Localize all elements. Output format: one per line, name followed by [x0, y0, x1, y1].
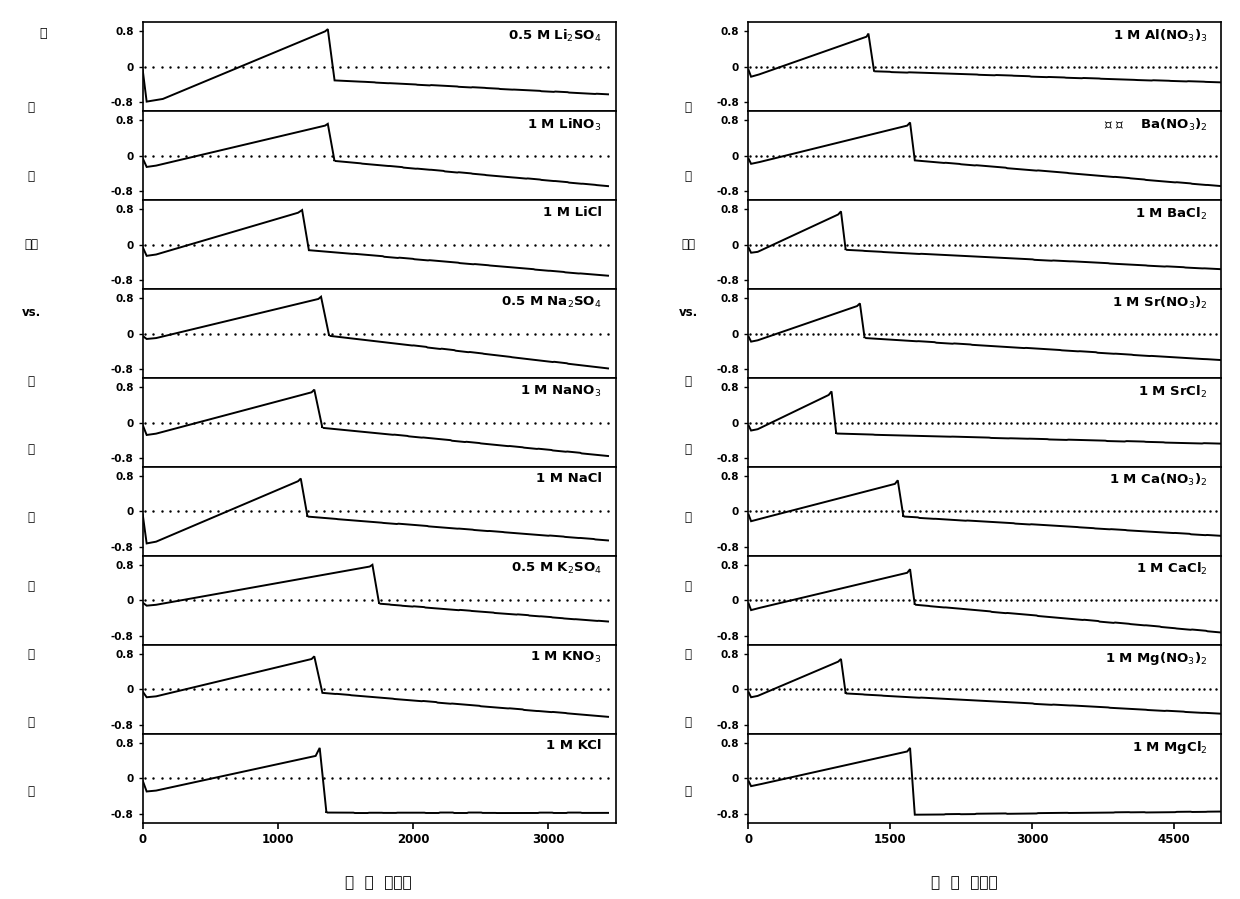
Text: （伏: （伏 — [681, 238, 696, 251]
Text: vs.: vs. — [678, 307, 698, 319]
Text: 1 M Ca(NO$_3$)$_2$: 1 M Ca(NO$_3$)$_2$ — [1109, 472, 1208, 488]
Text: 甘: 甘 — [684, 512, 692, 524]
Text: 时  间  （秒）: 时 间 （秒） — [931, 876, 998, 890]
Text: vs.: vs. — [21, 307, 41, 319]
Text: 电: 电 — [684, 102, 692, 114]
Text: 1 M NaNO$_3$: 1 M NaNO$_3$ — [521, 383, 601, 398]
Text: 1 M KNO$_3$: 1 M KNO$_3$ — [529, 650, 601, 665]
Text: 极: 极 — [684, 717, 692, 729]
Text: 压: 压 — [684, 170, 692, 182]
Text: 0.5 M Na$_2$SO$_4$: 0.5 M Na$_2$SO$_4$ — [501, 295, 601, 309]
Text: 电: 电 — [27, 102, 35, 114]
Text: 和: 和 — [684, 443, 692, 456]
Text: 饱: 饱 — [27, 375, 35, 387]
Text: 压: 压 — [27, 170, 35, 182]
Text: ）: ） — [684, 785, 692, 797]
Text: ）: ） — [27, 785, 35, 797]
Text: ）: ） — [40, 27, 47, 40]
Text: 1 M Sr(NO$_3$)$_2$: 1 M Sr(NO$_3$)$_2$ — [1111, 295, 1208, 311]
Text: 汞: 汞 — [27, 580, 35, 592]
Text: 1 M BaCl$_2$: 1 M BaCl$_2$ — [1136, 206, 1208, 222]
Text: 1 M SrCl$_2$: 1 M SrCl$_2$ — [1138, 383, 1208, 399]
Text: （伏: （伏 — [24, 238, 38, 251]
Text: 电: 电 — [27, 648, 35, 661]
Text: 1 M LiNO$_3$: 1 M LiNO$_3$ — [527, 117, 601, 133]
Text: 1 M CaCl$_2$: 1 M CaCl$_2$ — [1136, 561, 1208, 577]
Text: 1 M LiCl: 1 M LiCl — [543, 206, 601, 218]
Text: 1 M MgCl$_2$: 1 M MgCl$_2$ — [1132, 739, 1208, 756]
Text: 时  间  （秒）: 时 间 （秒） — [345, 876, 412, 890]
Text: 0.5 M K$_2$SO$_4$: 0.5 M K$_2$SO$_4$ — [511, 561, 601, 576]
Text: 1 M Mg(NO$_3$)$_2$: 1 M Mg(NO$_3$)$_2$ — [1105, 650, 1208, 667]
Text: 电: 电 — [684, 648, 692, 661]
Text: 1 M NaCl: 1 M NaCl — [536, 472, 601, 485]
Text: 甘: 甘 — [27, 512, 35, 524]
Text: 1 M Al(NO$_3$)$_3$: 1 M Al(NO$_3$)$_3$ — [1112, 28, 1208, 44]
Text: 汞: 汞 — [684, 580, 692, 592]
Text: 0.5 M Li$_2$SO$_4$: 0.5 M Li$_2$SO$_4$ — [508, 28, 601, 44]
Text: 1 M KCl: 1 M KCl — [546, 739, 601, 752]
Text: 极: 极 — [27, 717, 35, 729]
Text: 饱 和    Ba(NO$_3$)$_2$: 饱 和 Ba(NO$_3$)$_2$ — [1104, 117, 1208, 133]
Text: 和: 和 — [27, 443, 35, 456]
Text: 饱: 饱 — [684, 375, 692, 387]
